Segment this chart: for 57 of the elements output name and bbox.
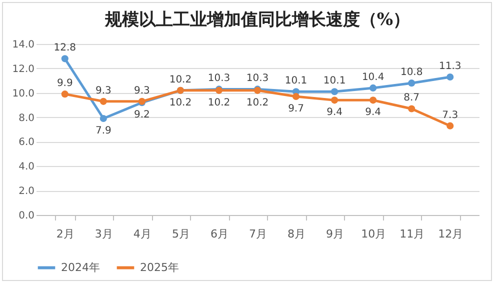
x-tick-label: 2月 xyxy=(56,228,74,240)
point xyxy=(292,92,300,100)
point xyxy=(100,114,107,122)
y-tick-label: 14.0 xyxy=(12,40,34,50)
data-label: 7.3 xyxy=(442,110,458,121)
data-label: 9.7 xyxy=(288,104,304,115)
x-tick-label: 8月 xyxy=(288,228,306,240)
y-tick-label: 0.0 xyxy=(18,210,34,222)
point xyxy=(61,90,68,98)
x-tick-label: 11月 xyxy=(400,228,425,240)
x-tick-label: 7月 xyxy=(249,228,267,240)
point xyxy=(408,80,416,87)
data-label: 12.8 xyxy=(54,42,76,54)
data-label: 10.2 xyxy=(246,97,269,108)
data-label: 9.3 xyxy=(134,85,150,96)
data-label: 10.2 xyxy=(208,97,230,108)
data-label: 9.9 xyxy=(56,78,73,90)
data-label: 10.3 xyxy=(246,73,269,84)
y-tick-label: 2.0 xyxy=(18,186,34,198)
x-tick-label: 12月 xyxy=(438,228,464,240)
y-tick-label: 4.0 xyxy=(18,162,34,173)
point xyxy=(446,73,454,81)
point xyxy=(446,122,454,130)
point xyxy=(100,98,107,105)
x-tick-label: 10月 xyxy=(361,228,386,240)
data-label: 9.4 xyxy=(365,107,382,118)
x-tick-label: 3月 xyxy=(94,228,113,240)
legend-label: 2025年 xyxy=(140,260,179,274)
x-tick-label: 6月 xyxy=(210,228,228,240)
chart-title: 规模以上工业增加值同比增长速度（%） xyxy=(104,10,410,30)
data-label: 11.3 xyxy=(438,60,462,72)
y-tick-label: 12.0 xyxy=(12,64,34,75)
point xyxy=(370,84,377,92)
y-tick-label: 8.0 xyxy=(18,112,34,124)
data-label: 9.4 xyxy=(326,107,342,118)
x-tick-label: 4月 xyxy=(133,228,152,240)
point xyxy=(331,88,338,96)
data-label: 9.3 xyxy=(95,85,112,96)
data-label: 10.3 xyxy=(208,73,230,84)
point xyxy=(370,96,377,104)
data-label: 9.2 xyxy=(134,110,150,121)
data-label: 7.9 xyxy=(95,126,112,137)
point xyxy=(408,105,416,112)
y-tick-label: 10.0 xyxy=(12,88,34,100)
data-label: 10.4 xyxy=(362,72,384,83)
data-label: 10.1 xyxy=(323,76,346,87)
legend-label: 2024年 xyxy=(61,260,100,274)
x-tick-label: 9月 xyxy=(326,228,344,240)
point xyxy=(331,96,338,104)
x-tick-label: 5月 xyxy=(172,228,190,240)
data-label: 8.7 xyxy=(404,92,420,104)
data-label: 10.2 xyxy=(169,74,192,86)
y-tick-label: 6.0 xyxy=(18,137,34,148)
data-label: 10.2 xyxy=(169,97,192,108)
point xyxy=(61,55,68,62)
data-label: 10.1 xyxy=(284,76,308,87)
data-label: 10.8 xyxy=(400,67,423,78)
